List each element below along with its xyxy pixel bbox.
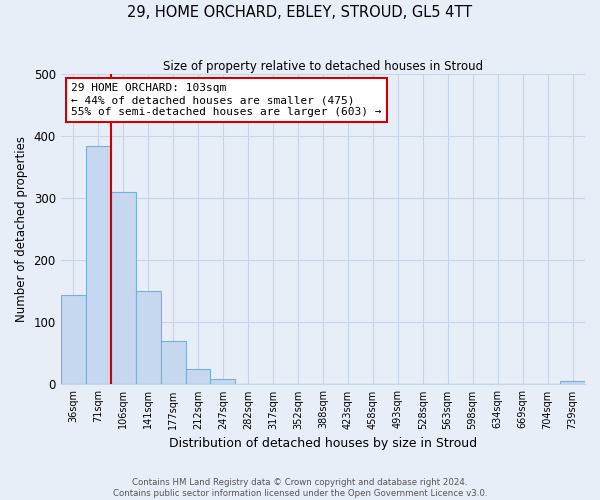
Bar <box>185 369 211 384</box>
X-axis label: Distribution of detached houses by size in Stroud: Distribution of detached houses by size … <box>169 437 477 450</box>
Bar <box>61 295 86 384</box>
Bar <box>86 146 110 384</box>
Bar <box>136 292 161 384</box>
Bar <box>161 341 185 384</box>
Text: Contains HM Land Registry data © Crown copyright and database right 2024.
Contai: Contains HM Land Registry data © Crown c… <box>113 478 487 498</box>
Y-axis label: Number of detached properties: Number of detached properties <box>15 136 28 322</box>
Bar <box>560 382 585 384</box>
Text: 29, HOME ORCHARD, EBLEY, STROUD, GL5 4TT: 29, HOME ORCHARD, EBLEY, STROUD, GL5 4TT <box>127 5 473 20</box>
Bar <box>110 192 136 384</box>
Bar <box>211 380 235 384</box>
Title: Size of property relative to detached houses in Stroud: Size of property relative to detached ho… <box>163 60 483 73</box>
Text: 29 HOME ORCHARD: 103sqm
← 44% of detached houses are smaller (475)
55% of semi-d: 29 HOME ORCHARD: 103sqm ← 44% of detache… <box>71 84 382 116</box>
